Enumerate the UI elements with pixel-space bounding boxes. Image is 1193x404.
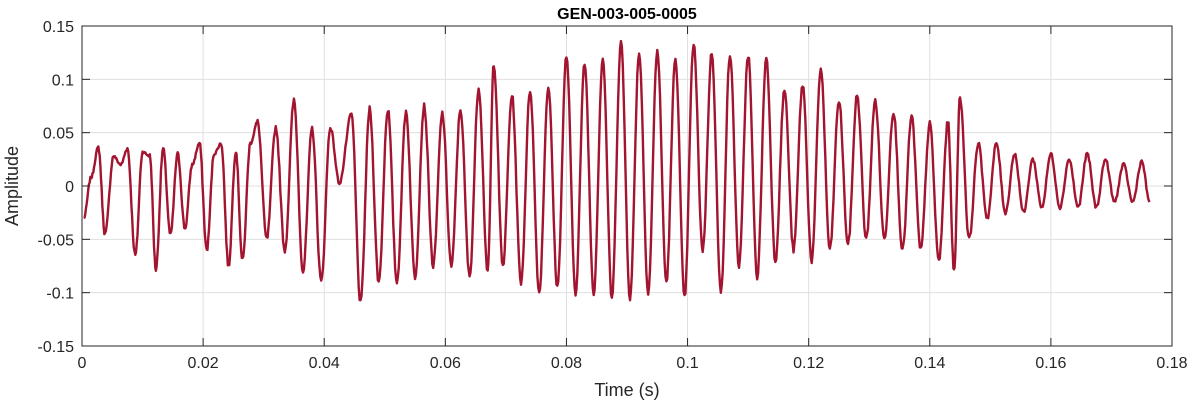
x-tick-label: 0.18 — [1156, 355, 1187, 372]
x-tick-label: 0.08 — [551, 355, 582, 372]
x-tick-label: 0.1 — [676, 355, 698, 372]
y-tick-label: 0.05 — [43, 126, 74, 143]
chart-title: GEN-003-005-0005 — [557, 6, 697, 23]
x-tick-label: 0 — [78, 355, 87, 372]
waveform-line — [83, 39, 1151, 302]
x-tick-label: 0.06 — [430, 355, 461, 372]
waveform-trace-group — [83, 39, 1151, 302]
y-tick-label: -0.15 — [38, 339, 75, 356]
x-tick-label: 0.02 — [188, 355, 219, 372]
x-tick-label: 0.12 — [793, 355, 824, 372]
x-tick-label: 0.16 — [1035, 355, 1066, 372]
y-tick-label: 0.1 — [52, 72, 74, 89]
y-tick-label: 0.15 — [43, 19, 74, 36]
y-axis-label: Amplitude — [2, 146, 22, 226]
y-tick-label: 0 — [65, 179, 74, 196]
y-tick-label: -0.05 — [38, 232, 75, 249]
x-tick-label: 0.04 — [309, 355, 340, 372]
axis-ticks: 0 0.02 0.04 0.06 0.08 0.1 0.12 0.14 0.16 0.18 -0.1… — [38, 19, 1188, 372]
x-tick-label: 0.14 — [914, 355, 945, 372]
y-tick-label: -0.1 — [46, 286, 74, 303]
x-axis-label: Time (s) — [594, 380, 659, 400]
